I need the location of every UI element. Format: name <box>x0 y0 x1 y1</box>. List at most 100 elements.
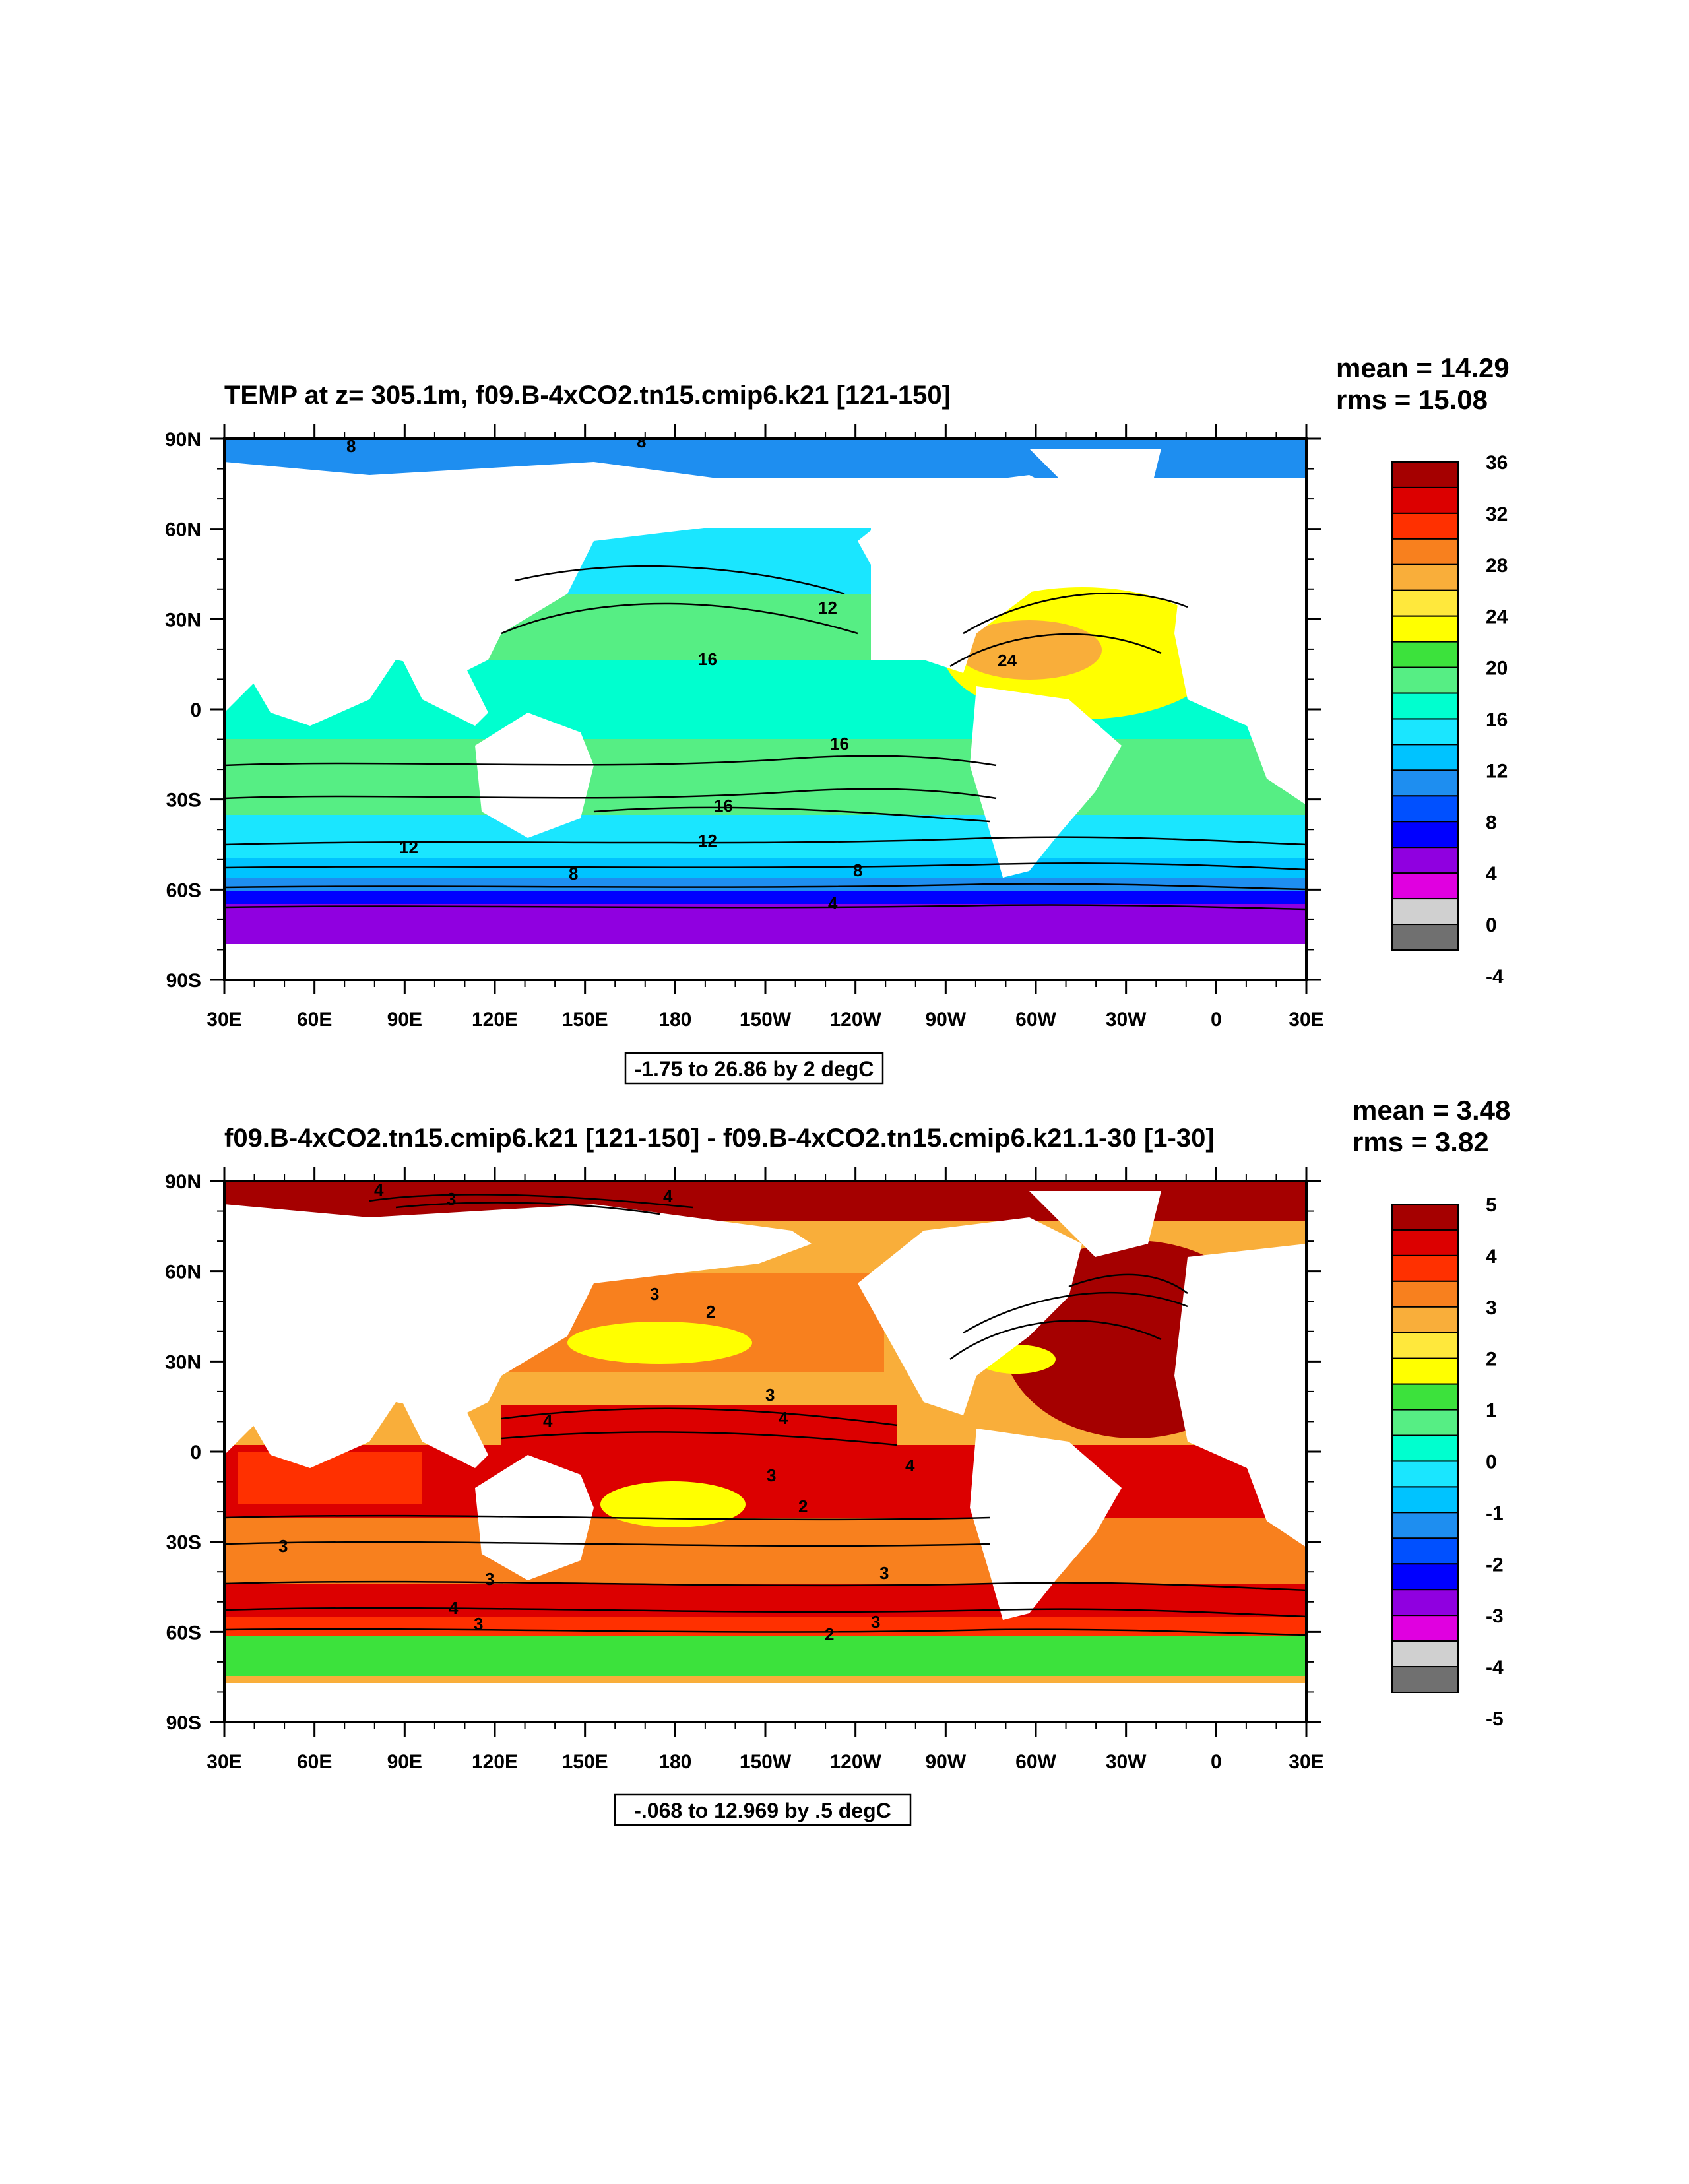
colorbar-label: 32 <box>1486 503 1508 525</box>
axis-ticks: 30E 60E 90E 120E 150E 180 150W 120W 90W 60W 30W 0 30… <box>165 1167 1324 1773</box>
land-africa-top <box>224 633 277 713</box>
colorbar-swatch <box>1391 769 1459 797</box>
colorbar-swatch <box>1391 1357 1459 1385</box>
colorbar-label: -2 <box>1486 1554 1504 1576</box>
contour-line <box>949 1320 1162 1361</box>
contour-label: 12 <box>818 598 837 618</box>
contour-info: -.068 to 12.969 by .5 degC <box>634 1799 891 1822</box>
y-tick-label: 90S <box>166 970 201 992</box>
contour-label: 24 <box>998 651 1017 670</box>
chart-title: f09.B-4xCO2.tn15.cmip6.k21 [121-150] - f… <box>224 1124 1215 1153</box>
colorbar-swatch <box>1391 1460 1459 1488</box>
colorbar-swatch <box>1391 821 1459 849</box>
band-equator-warm <box>501 1405 897 1452</box>
contour-label: 3 <box>485 1569 494 1589</box>
colorbar-label: -3 <box>1486 1605 1504 1627</box>
colorbar-swatch <box>1391 1434 1459 1462</box>
x-tick-label: 180 <box>658 1751 691 1773</box>
contour-line <box>949 633 1162 668</box>
contour-label: 8 <box>853 860 862 880</box>
colorbar-label: 36 <box>1486 452 1508 474</box>
contour-label: 3 <box>278 1536 288 1556</box>
colorbar-swatch <box>1391 795 1459 823</box>
colorbar-label: -4 <box>1486 966 1504 988</box>
land-europe-africa <box>1174 1244 1306 1547</box>
contour-label: 16 <box>830 734 849 754</box>
land-greenland <box>1029 1191 1161 1257</box>
contour-line <box>224 862 1306 871</box>
colorbar-label: 16 <box>1486 709 1508 730</box>
colorbar-label: 0 <box>1486 1451 1497 1473</box>
contour-line <box>593 806 990 823</box>
colorbar-swatch <box>1391 538 1459 565</box>
colorbar-label: 28 <box>1486 555 1508 577</box>
colorbar-swatch <box>1391 1229 1459 1256</box>
y-tick-label: 60S <box>166 1622 201 1644</box>
contour-info-box <box>614 1793 912 1826</box>
x-tick-label: 120E <box>472 1009 518 1031</box>
contour-line <box>224 788 997 800</box>
colorbar-swatch <box>1391 1280 1459 1308</box>
land-masses <box>224 1191 1306 1722</box>
contour-line <box>514 565 845 595</box>
contour-labels: 8 8 12 16 24 16 16 12 12 8 8 4 <box>346 439 1017 913</box>
x-tick-label: 150W <box>740 1751 792 1773</box>
contour-label: 4 <box>779 1408 788 1428</box>
x-tick-label: 120E <box>472 1751 518 1773</box>
x-tick-label: 60E <box>297 1751 332 1773</box>
band-antarctic-shelf <box>224 904 1306 949</box>
land-greenland <box>1029 449 1161 515</box>
difference-map-panel: f09.B-4xCO2.tn15.cmip6.k21 [121-150] - f… <box>165 1095 1510 1826</box>
y-tick-label: 90N <box>165 1171 201 1193</box>
colorbar-swatch <box>1391 486 1459 514</box>
contour-line <box>224 904 1306 911</box>
colorbar-label: 8 <box>1486 812 1497 833</box>
colorbar-swatch <box>1391 1204 1459 1231</box>
colorbar-label: 0 <box>1486 915 1497 936</box>
contour-info: -1.75 to 26.86 by 2 degC <box>635 1057 874 1081</box>
y-tick-label: 30N <box>165 609 201 631</box>
contour-label: 3 <box>765 1385 775 1405</box>
y-tick-label: 30S <box>166 1532 201 1554</box>
contour-line <box>224 1628 1306 1636</box>
contour-label: 3 <box>871 1612 880 1632</box>
band-subtrop-s <box>224 739 1306 818</box>
x-tick-label: 120W <box>829 1751 881 1773</box>
colorbar-label: 2 <box>1486 1349 1497 1370</box>
colorbar-swatch <box>1391 1615 1459 1642</box>
x-tick-label: 60W <box>1015 1751 1056 1773</box>
rms-stat: rms = 3.82 <box>1353 1126 1489 1157</box>
colorbar-swatch <box>1391 1537 1459 1565</box>
colorbar-label: 20 <box>1486 658 1508 680</box>
colorbar-swatch <box>1391 1666 1459 1694</box>
colorbar-swatch <box>1391 872 1459 900</box>
contour-label: 4 <box>663 1186 673 1206</box>
colorbar-swatch <box>1391 898 1459 926</box>
y-tick-label: 60N <box>165 1262 201 1283</box>
x-tick-label: 0 <box>1211 1751 1222 1773</box>
contour-line <box>224 883 1306 891</box>
contour-line <box>1068 1273 1188 1295</box>
colorbar-label: 5 <box>1486 1194 1497 1216</box>
x-tick-label: 30W <box>1106 1751 1147 1773</box>
contour-line <box>224 836 1306 846</box>
land-arabia-india <box>317 647 488 726</box>
temperature-map-panel: TEMP at z= 305.1m, f09.B-4xCO2.tn15.cmip… <box>165 352 1510 1085</box>
colorbar-swatch <box>1391 563 1459 591</box>
colorbar-swatch <box>1391 718 1459 746</box>
colorbar-swatch <box>1391 1486 1459 1514</box>
contour-line <box>501 602 858 635</box>
contour-line <box>369 1194 693 1209</box>
colorbar: 5 4 3 2 1 0 -1 -2 -3 -4 -5 <box>1391 1194 1504 1730</box>
contour-label: 16 <box>698 649 717 669</box>
x-tick-label: 90W <box>925 1009 966 1031</box>
contour-label: 3 <box>650 1284 659 1304</box>
colorbar-swatch <box>1391 1589 1459 1617</box>
contour-label: 16 <box>714 796 733 816</box>
contour-label: 4 <box>905 1456 915 1475</box>
contour-line <box>224 1541 990 1547</box>
contour-line <box>224 755 997 767</box>
y-tick-label: 90S <box>166 1712 201 1734</box>
band-southern-cool <box>224 1636 1306 1676</box>
colorbar-swatch <box>1391 615 1459 643</box>
